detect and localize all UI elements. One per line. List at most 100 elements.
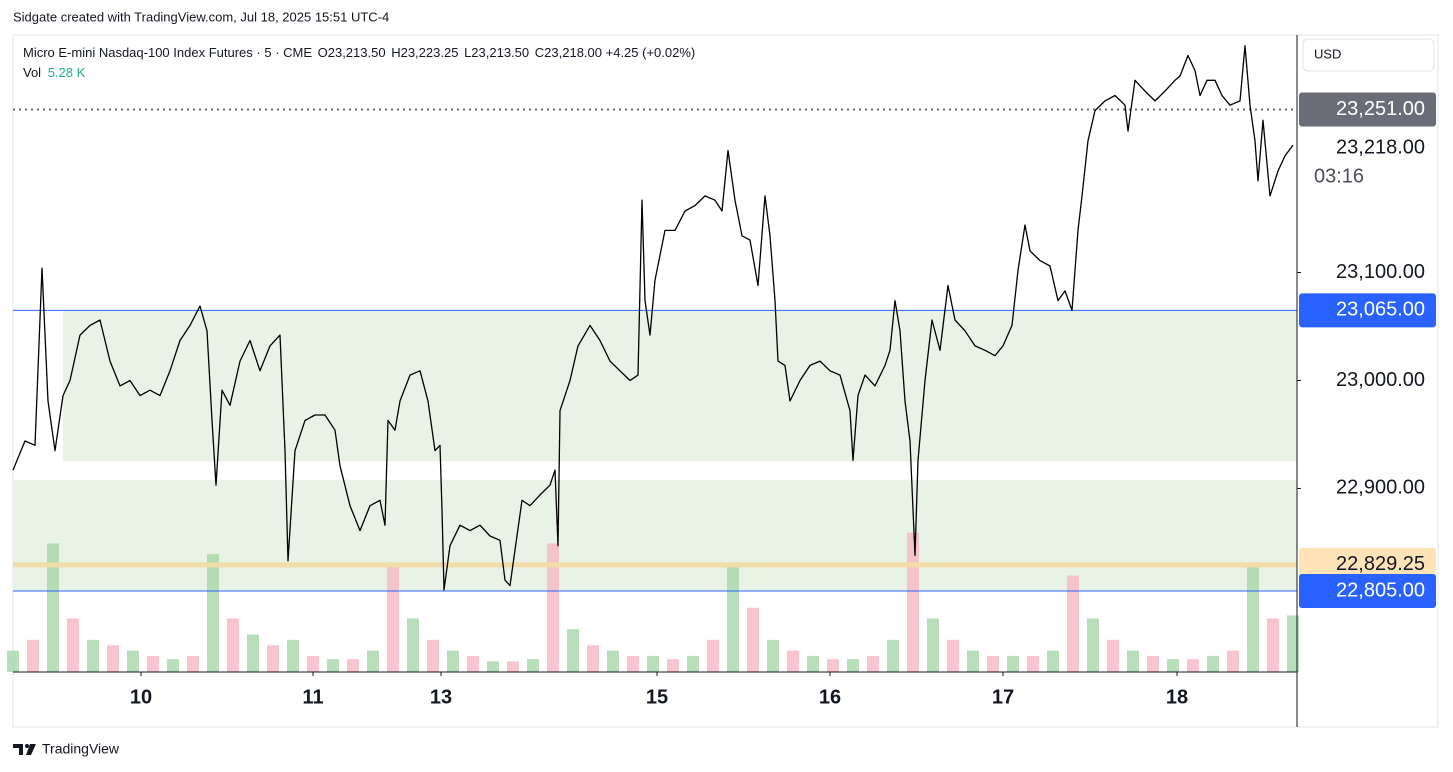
x-tick-label: 10 (130, 686, 152, 708)
volume-bar (427, 639, 439, 672)
volume-bar (1267, 618, 1279, 672)
currency-button[interactable] (1302, 38, 1435, 72)
volume-bar (287, 639, 299, 672)
ohlc-value: 23,213.50 (328, 45, 386, 60)
volume-bar (47, 543, 59, 672)
volume-bar (1247, 564, 1259, 672)
volume-bar (987, 655, 999, 672)
countdown: 03:16 (1314, 165, 1364, 187)
brand: TradingView (42, 741, 120, 757)
volume-bar (7, 650, 19, 672)
level-label-bg (1299, 293, 1436, 328)
volume-bar (547, 543, 559, 672)
volume-bar (587, 645, 599, 672)
level-label-bg (1299, 92, 1436, 127)
volume-bar (1107, 639, 1119, 672)
volume-bar (1287, 615, 1299, 672)
volume-bar (1087, 618, 1099, 672)
volume-bar (907, 532, 919, 672)
volume-bar (527, 659, 539, 672)
volume-bar (827, 659, 839, 672)
volume-bar (747, 607, 759, 672)
volume-bar (707, 639, 719, 672)
volume-bar (1027, 655, 1039, 672)
ohlc-key: O (318, 45, 328, 60)
volume-bar (167, 659, 179, 672)
symbol-name: Micro E-mini Nasdaq-100 Index Futures · … (23, 45, 312, 60)
volume-bar (647, 655, 659, 672)
ohlc-value: 23,213.50 (471, 45, 529, 60)
zone (63, 310, 1297, 462)
volume-bar (147, 655, 159, 672)
volume-bar (1007, 655, 1019, 672)
volume-bar (487, 661, 499, 672)
x-tick-label: 16 (819, 686, 841, 708)
last-price: 23,218.00 (1336, 136, 1425, 158)
volume-bar (327, 659, 339, 672)
x-tick-label: 11 (302, 686, 323, 708)
volume-bar (1147, 655, 1159, 672)
zone (13, 479, 1297, 592)
chart-frame (12, 34, 1439, 728)
level-label-bg (1299, 574, 1436, 609)
volume-bar (927, 618, 939, 672)
volume-bar (627, 655, 639, 672)
volume-bar (87, 639, 99, 672)
volume-bar (1047, 650, 1059, 672)
volume-bar (247, 634, 259, 672)
volume-bar (267, 645, 279, 672)
currency[interactable]: USD (1314, 46, 1341, 61)
volume-bar (947, 639, 959, 672)
x-tick-label: 17 (992, 686, 1014, 708)
volume-bar (1167, 659, 1179, 672)
level-label: 22,829.25 (1336, 553, 1425, 575)
credit: Sidgate created with TradingView.com, Ju… (13, 9, 389, 24)
volume-bar (407, 618, 419, 672)
volume-bar (667, 659, 679, 672)
ohlc-value: 23,218.00 (544, 45, 602, 60)
volume-bar (887, 639, 899, 672)
level-label-bg (1299, 547, 1436, 582)
level-label: 22,805.00 (1336, 579, 1425, 601)
y-tick-label: 23,100.00 (1336, 261, 1425, 283)
y-tick-label: 23,000.00 (1336, 369, 1425, 391)
ohlc-value: 23,223.25 (401, 45, 459, 60)
volume-bar (1127, 650, 1139, 672)
volume-bar (767, 639, 779, 672)
volume-bar (127, 650, 139, 672)
volume-bar (967, 650, 979, 672)
volume-bar (107, 645, 119, 672)
level-label: 23,065.00 (1336, 299, 1425, 321)
volume-bar (867, 655, 879, 672)
volume-bar (1207, 655, 1219, 672)
change: +4.25 (+0.02%) (606, 45, 696, 60)
x-tick-label: 15 (646, 686, 668, 708)
volume-legend: Vol 5.28 K (23, 65, 86, 80)
volume-bar (507, 661, 519, 672)
volume-bar (187, 655, 199, 672)
volume-bar (727, 564, 739, 672)
volume-bar (807, 655, 819, 672)
volume-bar (607, 650, 619, 672)
volume-bar (27, 639, 39, 672)
y-tick-label: 22,900.00 (1336, 477, 1425, 499)
price-line (12, 45, 1294, 591)
volume-value: 5.28 K (48, 65, 86, 80)
volume-bar (207, 554, 219, 672)
plot-area (7, 45, 1299, 672)
volume-bar (227, 618, 239, 672)
legend: Micro E-mini Nasdaq-100 Index Futures · … (23, 45, 695, 60)
x-tick-label: 18 (1166, 686, 1188, 708)
ohlc-key: L (464, 45, 471, 60)
brand-logo (13, 744, 36, 755)
ohlc-key: H (391, 45, 400, 60)
volume-bar (567, 629, 579, 672)
volume-bar (847, 659, 859, 672)
volume-bar (787, 650, 799, 672)
volume-bar (1187, 659, 1199, 672)
volume-bar (1067, 575, 1079, 672)
volume-bar (447, 650, 459, 672)
volume-bar (347, 659, 359, 672)
volume-bar (467, 655, 479, 672)
